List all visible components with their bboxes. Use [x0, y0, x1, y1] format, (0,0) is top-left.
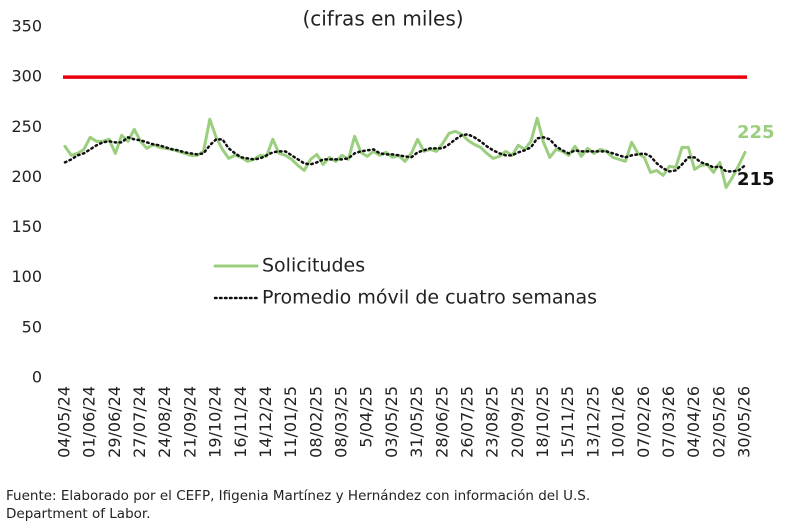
x-tick-label: 30/05/26 — [735, 386, 754, 458]
x-tick-label: 26/07/25 — [457, 386, 476, 458]
x-tick-label: 13/12/25 — [583, 386, 602, 458]
x-tick-label: 24/08/24 — [155, 386, 174, 458]
x-tick-label: 20/09/25 — [508, 386, 527, 458]
x-tick-label: 16/11/24 — [231, 386, 250, 458]
annotation: 215 — [737, 169, 775, 190]
y-tick-label: 300 — [11, 67, 42, 86]
series-line — [63, 133, 747, 173]
x-tick-label: 04/04/26 — [684, 386, 703, 458]
x-tick-label: 02/05/26 — [709, 386, 728, 458]
x-tick-label: 04/05/24 — [55, 386, 74, 458]
x-tick-label: 28/06/25 — [432, 386, 451, 458]
x-tick-label: 27/07/24 — [130, 386, 149, 458]
x-tick-label: 21/09/24 — [180, 386, 199, 458]
x-tick-label: 08/02/25 — [306, 386, 325, 458]
x-tick-label: 18/10/25 — [533, 386, 552, 458]
x-tick-label: 08/03/25 — [332, 386, 351, 458]
series-line — [63, 116, 747, 189]
x-tick-label: 07/02/26 — [634, 386, 653, 458]
annotation: 225 — [737, 122, 775, 143]
x-tick-label: 29/06/24 — [105, 386, 124, 458]
x-tick-label: 03/05/25 — [382, 386, 401, 458]
x-tick-label: 15/11/25 — [558, 386, 577, 458]
y-tick-label: 350 — [11, 17, 42, 36]
y-tick-label: 150 — [11, 217, 42, 236]
x-tick-label: 07/03/26 — [659, 386, 678, 458]
chart-title: (cifras en miles) — [302, 7, 463, 31]
x-tick-label: 31/05/25 — [407, 386, 426, 458]
y-tick-label: 100 — [11, 267, 42, 286]
x-tick-label: 23/08/25 — [483, 386, 502, 458]
legend-label: Solicitudes — [262, 255, 365, 277]
y-tick-label: 200 — [11, 167, 42, 186]
x-tick-label: 11/01/25 — [281, 386, 300, 458]
x-tick-label: 01/06/24 — [80, 386, 99, 458]
x-tick-label: 19/10/24 — [206, 386, 225, 458]
footnote: Department of Labor. — [6, 506, 151, 522]
y-tick-label: 50 — [22, 317, 42, 336]
footnote: Fuente: Elaborado por el CEFP, Ifigenia … — [6, 488, 590, 504]
y-tick-label: 250 — [11, 117, 42, 136]
x-tick-label: 10/01/26 — [609, 386, 628, 458]
x-tick-label: 14/12/24 — [256, 386, 275, 458]
legend-label: Promedio móvil de cuatro semanas — [262, 287, 597, 309]
x-tick-label: 5/04/25 — [357, 386, 376, 448]
y-tick-label: 0 — [32, 368, 42, 387]
